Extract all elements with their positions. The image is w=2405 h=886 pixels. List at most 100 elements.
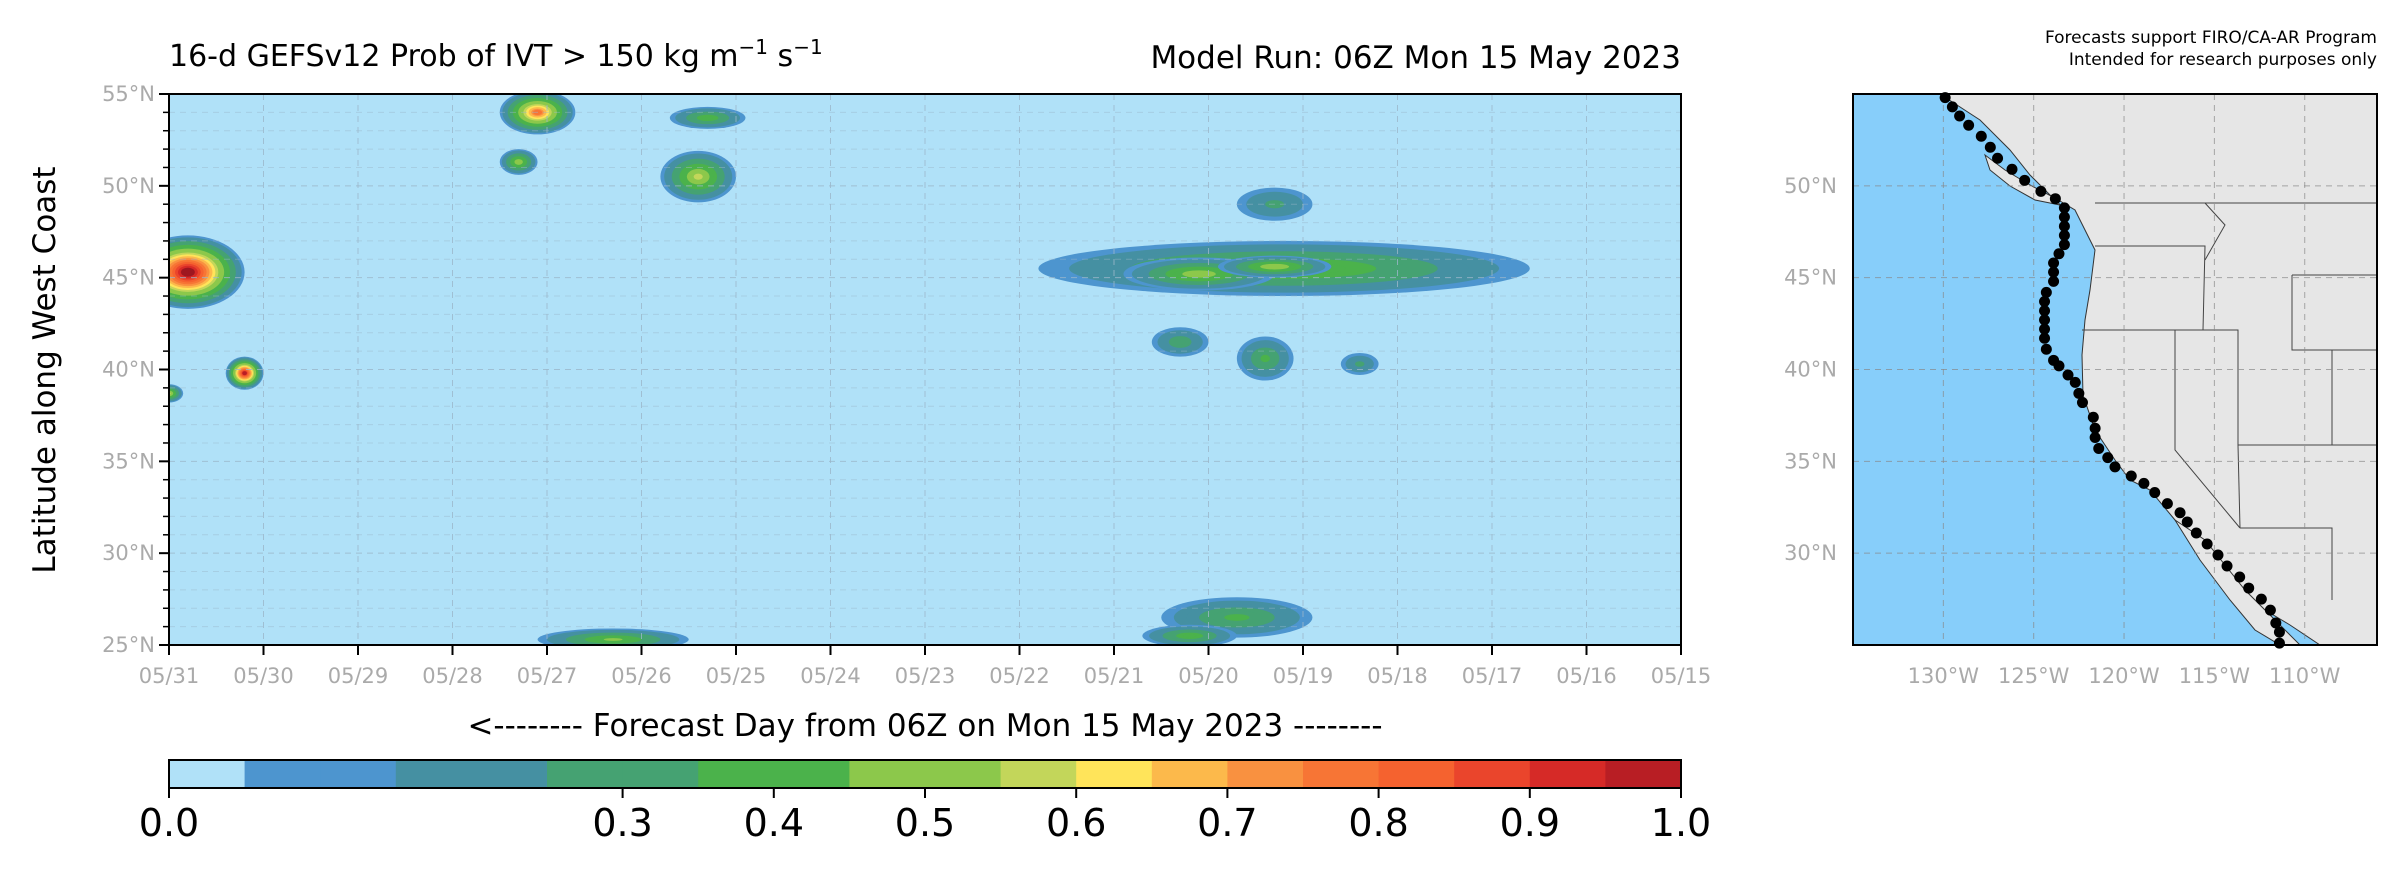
program-note: Forecasts support FIRO/CA-AR Program — [2045, 28, 2377, 48]
map-lat-label: 50°N — [1784, 174, 1837, 198]
contour-feature — [169, 384, 184, 403]
coast-point — [2048, 275, 2060, 287]
x-tick-label: 05/30 — [233, 664, 294, 688]
coast-points — [1939, 92, 2285, 649]
coast-point — [2058, 220, 2070, 232]
y-tick-label: 40°N — [102, 358, 155, 382]
coast-point — [2212, 549, 2224, 561]
colorbar: 0.0 0.3 0.4 0.5 0.6 0.7 0.8 0.9 1.0 — [139, 759, 1711, 845]
colorbar-segment — [1151, 760, 1228, 788]
x-tick-label: 05/29 — [328, 664, 389, 688]
coast-point — [2069, 376, 2081, 388]
map-lat-label: 35°N — [1784, 449, 1837, 473]
coast-point — [2093, 442, 2105, 454]
map-lat-label: 45°N — [1784, 266, 1837, 290]
y-axis-label: Latitude along West Coast — [27, 166, 63, 573]
map-lon-label: 125°W — [1998, 664, 2070, 688]
contour-level — [603, 638, 623, 641]
coast-point — [2006, 163, 2018, 175]
chart-title: 16-d GEFSv12 Prob of IVT > 150 kg m−1 s−… — [169, 35, 823, 74]
contour-level — [1266, 265, 1284, 269]
map-grid — [1853, 94, 2377, 645]
colorbar-tick-label: 0.5 — [895, 801, 955, 845]
coast-point — [1984, 141, 1996, 153]
coast-point — [2089, 431, 2101, 443]
contour-feature — [669, 106, 746, 129]
coast-point — [2058, 202, 2070, 214]
colorbar-segment — [1076, 760, 1153, 788]
contour-level — [1182, 634, 1197, 638]
coast-point — [2039, 296, 2051, 308]
contour-feature — [660, 150, 736, 203]
colorbar-segment — [622, 760, 699, 788]
x-tick-label: 05/27 — [517, 664, 578, 688]
contour-level — [693, 173, 703, 180]
coast-point — [1954, 110, 1966, 122]
coast-point — [2062, 369, 2074, 381]
coast-point — [2221, 560, 2233, 572]
research-note: Intended for research purposes only — [2069, 50, 2377, 70]
contour-level — [516, 160, 521, 164]
coast-point — [2053, 248, 2065, 260]
coast-point — [2058, 211, 2070, 223]
colorbar-segment — [698, 760, 775, 788]
map-frame — [1852, 93, 2378, 646]
x-tick-label: 05/20 — [1178, 664, 1239, 688]
x-tick-label: 05/24 — [800, 664, 861, 688]
coast-point — [2138, 477, 2150, 489]
contour-feature — [169, 235, 245, 309]
colorbar-tick-label: 0.3 — [592, 801, 652, 845]
coast-point — [2174, 507, 2186, 519]
colorbar-segment — [244, 760, 321, 788]
contour-level — [1189, 272, 1209, 276]
coast-point — [2073, 387, 2085, 399]
hovmoller-plot: 05/31 05/30 05/29 05/28 05/27 05/26 05/25 05/24… — [102, 82, 1711, 688]
coast-point — [2102, 452, 2114, 464]
coast-point — [2273, 637, 2285, 649]
contour-level — [1354, 361, 1365, 367]
colorbar-segment — [773, 760, 850, 788]
coast-point — [1963, 119, 1975, 131]
contour-feature — [537, 628, 689, 645]
colorbar-tick-label: 0.0 — [139, 801, 199, 845]
contour-feature — [499, 149, 538, 175]
contour-level — [1260, 354, 1270, 363]
x-tick-label: 05/17 — [1462, 664, 1523, 688]
colorbar-segment — [1227, 760, 1304, 788]
map-lon-label: 110°W — [2269, 664, 2341, 688]
contour-feature — [1236, 187, 1313, 221]
coast-point — [2076, 397, 2088, 409]
coast-point — [2048, 266, 2060, 278]
colorbar-segment — [547, 760, 624, 788]
map-lon-label: 130°W — [1908, 664, 1980, 688]
colorbar-segment — [1605, 760, 1682, 788]
x-tick-label: 05/26 — [611, 664, 672, 688]
x-tick-label: 05/19 — [1273, 664, 1334, 688]
coast-point — [1992, 152, 2004, 164]
colorbar-segment — [320, 760, 397, 788]
colorbar-tick-label: 0.4 — [744, 801, 804, 845]
x-tick-label: 05/16 — [1556, 664, 1617, 688]
coast-point — [2039, 323, 2051, 335]
coast-point — [2089, 422, 2101, 434]
contour-level — [242, 371, 247, 376]
y-tick-label: 25°N — [102, 633, 155, 657]
coast-point — [2040, 286, 2052, 298]
colorbar-tick-label: 0.8 — [1348, 801, 1408, 845]
plot-axes: 05/31 05/30 05/29 05/28 05/27 05/26 05/25 05/24… — [102, 82, 1711, 688]
x-tick-label: 05/25 — [706, 664, 767, 688]
y-tick-label: 35°N — [102, 449, 155, 473]
x-axis-label: <-------- Forecast Day from 06Z on Mon 1… — [467, 708, 1382, 744]
coast-point — [2270, 617, 2282, 629]
coast-point — [2190, 527, 2202, 539]
contour-level — [702, 116, 714, 120]
contour-level — [533, 109, 543, 116]
probability-contours — [169, 94, 1530, 645]
x-tick-label: 05/18 — [1367, 664, 1428, 688]
colorbar-segment — [1378, 760, 1455, 788]
colorbar-segment — [1303, 760, 1380, 788]
coast-point — [2035, 185, 2047, 197]
coast-point — [2049, 193, 2061, 205]
colorbar-segment — [471, 760, 548, 788]
